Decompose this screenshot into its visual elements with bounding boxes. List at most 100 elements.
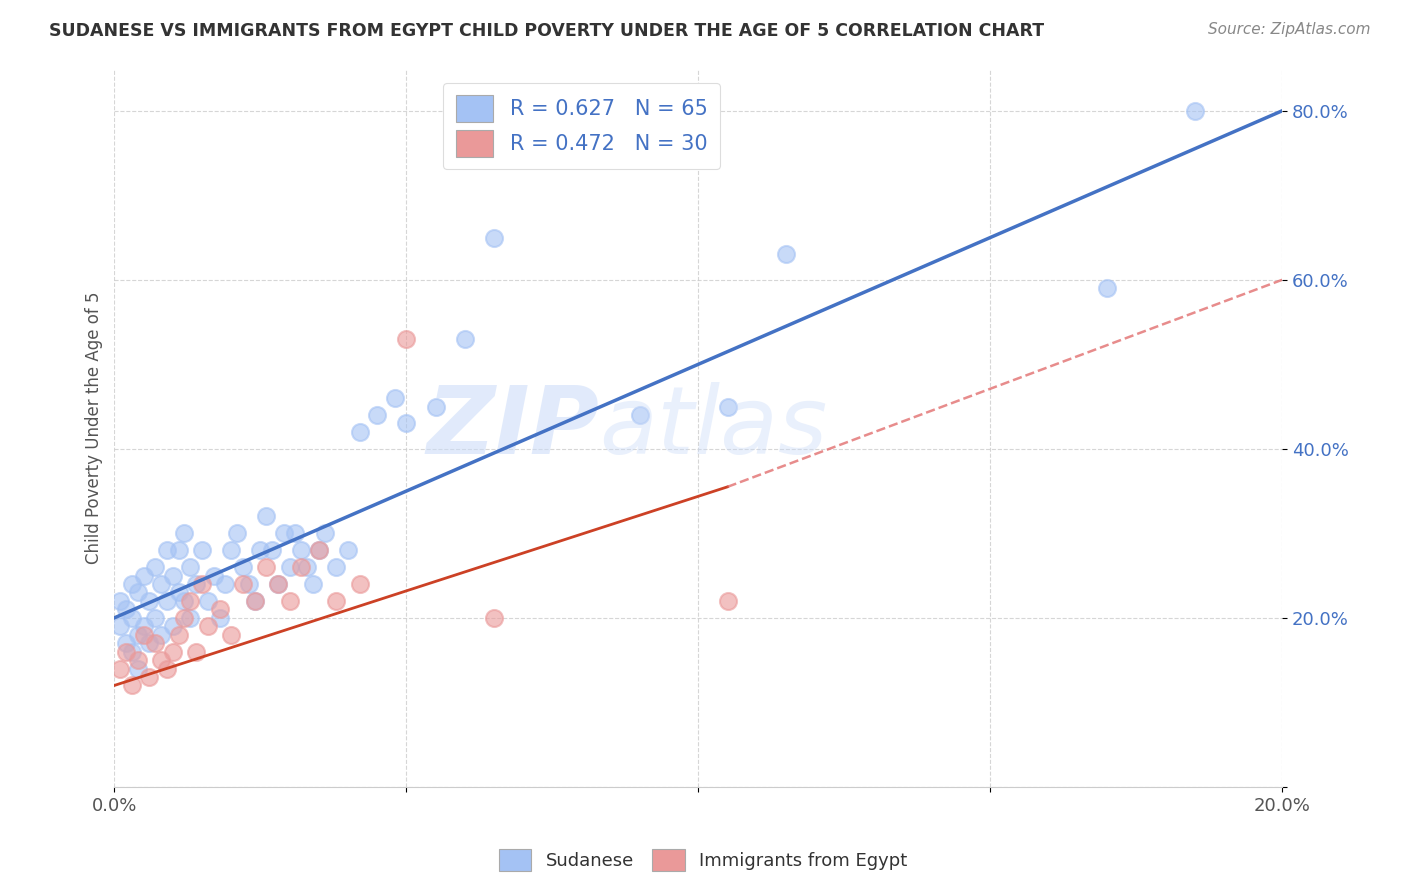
Point [186, 645, 208, 659]
Point [121, 645, 143, 659]
Point [395, 417, 418, 431]
Text: Source: ZipAtlas.com: Source: ZipAtlas.com [1208, 22, 1371, 37]
Text: atlas: atlas [599, 382, 827, 473]
Point [208, 611, 231, 625]
Y-axis label: Child Poverty Under the Age of 5: Child Poverty Under the Age of 5 [86, 292, 103, 564]
Point [197, 619, 219, 633]
Point [127, 628, 149, 642]
Point [115, 645, 138, 659]
Point [143, 560, 166, 574]
Point [366, 408, 388, 422]
Point [115, 602, 138, 616]
Point [191, 543, 214, 558]
Point [186, 577, 208, 591]
Point [167, 628, 190, 642]
Point [775, 247, 797, 261]
Point [197, 594, 219, 608]
Point [179, 594, 201, 608]
Point [208, 602, 231, 616]
Point [425, 400, 447, 414]
Point [127, 661, 149, 675]
Point [156, 661, 179, 675]
Point [143, 611, 166, 625]
Point [243, 594, 266, 608]
Point [162, 645, 184, 659]
Point [156, 543, 179, 558]
Point [454, 332, 477, 346]
Point [173, 526, 195, 541]
Point [162, 568, 184, 582]
Text: SUDANESE VS IMMIGRANTS FROM EGYPT CHILD POVERTY UNDER THE AGE OF 5 CORRELATION C: SUDANESE VS IMMIGRANTS FROM EGYPT CHILD … [49, 22, 1045, 40]
Point [121, 577, 143, 591]
Point [314, 526, 336, 541]
Point [716, 594, 738, 608]
Point [395, 332, 418, 346]
Point [1184, 103, 1206, 118]
Point [127, 653, 149, 667]
Point [254, 560, 277, 574]
Point [290, 543, 312, 558]
Point [219, 543, 242, 558]
Point [267, 577, 290, 591]
Point [336, 543, 359, 558]
Point [295, 560, 318, 574]
Point [179, 560, 201, 574]
Point [132, 619, 155, 633]
Point [273, 526, 295, 541]
Point [308, 543, 330, 558]
Point [290, 560, 312, 574]
Point [278, 594, 301, 608]
Point [132, 628, 155, 642]
Point [325, 560, 347, 574]
Point [150, 653, 173, 667]
Point [243, 594, 266, 608]
Point [349, 577, 371, 591]
Point [150, 628, 173, 642]
Point [156, 594, 179, 608]
Point [325, 594, 347, 608]
Point [628, 408, 651, 422]
Point [167, 585, 190, 599]
Point [238, 577, 260, 591]
Point [173, 611, 195, 625]
Point [191, 577, 214, 591]
Point [716, 400, 738, 414]
Point [249, 543, 271, 558]
Text: ZIP: ZIP [426, 382, 599, 474]
Point [262, 543, 284, 558]
Point [226, 526, 249, 541]
Legend: R = 0.627   N = 65, R = 0.472   N = 30: R = 0.627 N = 65, R = 0.472 N = 30 [443, 83, 720, 169]
Point [138, 670, 160, 684]
Point [150, 577, 173, 591]
Point [284, 526, 307, 541]
Point [143, 636, 166, 650]
Point [110, 594, 132, 608]
Point [267, 577, 290, 591]
Legend: Sudanese, Immigrants from Egypt: Sudanese, Immigrants from Egypt [492, 842, 914, 879]
Point [254, 509, 277, 524]
Point [115, 636, 138, 650]
Point [138, 594, 160, 608]
Point [121, 611, 143, 625]
Point [121, 678, 143, 692]
Point [214, 577, 236, 591]
Point [127, 585, 149, 599]
Point [482, 611, 505, 625]
Point [219, 628, 242, 642]
Point [349, 425, 371, 439]
Point [138, 636, 160, 650]
Point [110, 661, 132, 675]
Point [1095, 281, 1118, 295]
Point [308, 543, 330, 558]
Point [482, 230, 505, 244]
Point [167, 543, 190, 558]
Point [302, 577, 325, 591]
Point [162, 619, 184, 633]
Point [110, 619, 132, 633]
Point [202, 568, 225, 582]
Point [179, 611, 201, 625]
Point [132, 568, 155, 582]
Point [232, 577, 254, 591]
Point [278, 560, 301, 574]
Point [232, 560, 254, 574]
